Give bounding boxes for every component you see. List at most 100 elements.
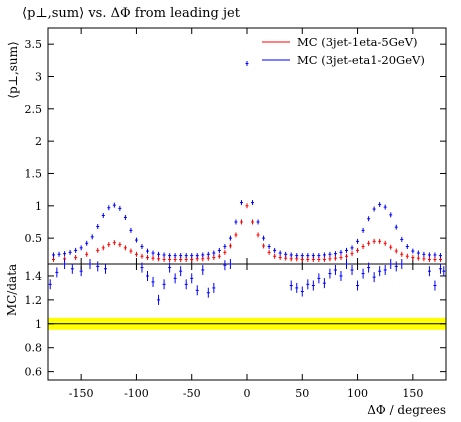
data-point-series-2	[195, 253, 199, 259]
data-point-series-2	[251, 200, 255, 206]
data-point-series-1	[372, 238, 376, 244]
ratio-point	[228, 259, 232, 269]
ratio-point	[306, 279, 310, 290]
data-point-series-2	[151, 250, 155, 256]
data-point-series-1	[411, 255, 415, 261]
data-point-series-2	[273, 247, 277, 253]
data-point-series-2	[123, 214, 127, 220]
ratio-point	[140, 262, 144, 273]
data-point-series-2	[212, 250, 216, 256]
ratio-point	[356, 280, 360, 291]
data-point-series-2	[63, 251, 67, 257]
data-point-series-2	[184, 253, 188, 259]
ratio-point	[427, 266, 431, 277]
ratio-point	[223, 260, 227, 271]
ratio-point	[317, 273, 321, 284]
data-point-series-2	[328, 251, 332, 257]
main-y-tick-label: 2.5	[25, 103, 43, 116]
data-point-series-2	[245, 61, 249, 67]
data-point-series-2	[306, 253, 310, 259]
ratio-point	[157, 294, 161, 305]
data-point-series-2	[361, 227, 365, 233]
ratio-point	[289, 280, 293, 291]
main-y-axis-label: ⟨p⊥,sum⟩	[6, 41, 20, 98]
main-panel: 0.5 1 1.5 2 2.5 3 3.5 ⟨p⊥,sum⟩	[6, 27, 447, 265]
ratio-point	[190, 273, 194, 284]
data-point-series-2	[118, 205, 122, 211]
data-point-series-1	[146, 255, 149, 261]
data-point-series-2	[394, 224, 398, 230]
ratio-point	[48, 279, 52, 290]
data-point-series-2	[284, 251, 288, 257]
ratio-point	[295, 282, 299, 293]
data-point-series-1	[157, 256, 161, 262]
ratio-point	[389, 259, 393, 269]
data-point-series-1	[333, 255, 337, 261]
ratio-point	[55, 267, 59, 278]
data-point-series-2	[300, 253, 304, 259]
ratio-point	[433, 280, 437, 291]
data-point-series-2	[339, 249, 343, 255]
data-point-series-1	[433, 256, 437, 262]
data-point-series-1	[256, 232, 260, 238]
data-point-series-2	[383, 204, 387, 210]
data-point-series-2	[416, 250, 420, 256]
data-point-series-2	[101, 213, 105, 219]
data-point-series-1	[278, 255, 282, 261]
main-y-tick-label: 2	[35, 135, 42, 148]
data-point-series-2	[206, 251, 210, 257]
ratio-point	[103, 263, 107, 274]
ratio-point	[63, 259, 67, 269]
data-point-series-1	[251, 219, 255, 225]
data-point-series-1	[223, 249, 227, 255]
ratio-y-tick-label: 1.2	[25, 294, 43, 307]
data-point-series-1	[234, 232, 238, 238]
data-point-series-1	[273, 253, 277, 259]
ratio-point	[184, 279, 188, 290]
data-point-series-2	[433, 252, 437, 258]
data-point-series-2	[157, 251, 161, 257]
ratio-point	[173, 273, 177, 284]
data-point-series-1	[140, 253, 144, 259]
data-point-series-2	[85, 240, 89, 246]
ratio-point	[345, 259, 348, 269]
data-point-series-2	[350, 245, 354, 251]
data-point-series-2	[179, 253, 183, 259]
data-point-series-2	[134, 237, 138, 243]
main-y-tick-label: 0.5	[25, 232, 43, 245]
ratio-axis-ticks: 0.6 0.8 1 1.2 1.4	[25, 270, 446, 379]
data-point-series-2	[333, 251, 337, 257]
data-point-series-1	[367, 240, 371, 246]
ratio-y-tick-label: 0.6	[25, 366, 43, 379]
ratio-point	[372, 272, 376, 283]
data-point-series-1	[217, 253, 221, 259]
data-point-series-2	[267, 244, 271, 250]
data-point-series-1	[74, 255, 78, 261]
data-point-series-2	[173, 253, 177, 259]
x-tick-label: -100	[124, 387, 149, 400]
data-point-series-1	[416, 255, 420, 261]
data-point-series-1	[239, 219, 243, 225]
data-point-series-2	[278, 250, 282, 256]
data-point-series-2	[190, 253, 194, 259]
ratio-point	[201, 264, 205, 275]
ratio-point	[394, 261, 398, 272]
ratio-point	[70, 263, 74, 274]
data-point-series-2	[289, 252, 293, 258]
ratio-y-tick-label: 0.8	[25, 342, 43, 355]
data-point-series-2	[140, 244, 144, 250]
data-point-series-2	[79, 245, 83, 251]
data-point-series-2	[400, 236, 404, 242]
x-axis-label: ΔΦ / degrees	[367, 403, 446, 417]
main-y-tick-label: 1.5	[25, 167, 43, 180]
data-point-series-2	[57, 251, 61, 257]
data-point-series-1	[151, 255, 155, 261]
data-point-series-2	[68, 249, 72, 255]
data-point-series-2	[345, 247, 348, 253]
data-point-series-2	[427, 252, 431, 258]
ratio-point	[146, 270, 149, 281]
ratio-series-points	[48, 259, 446, 305]
data-point-series-2	[311, 253, 315, 259]
ratio-point	[339, 270, 343, 281]
data-point-series-1	[107, 242, 111, 248]
